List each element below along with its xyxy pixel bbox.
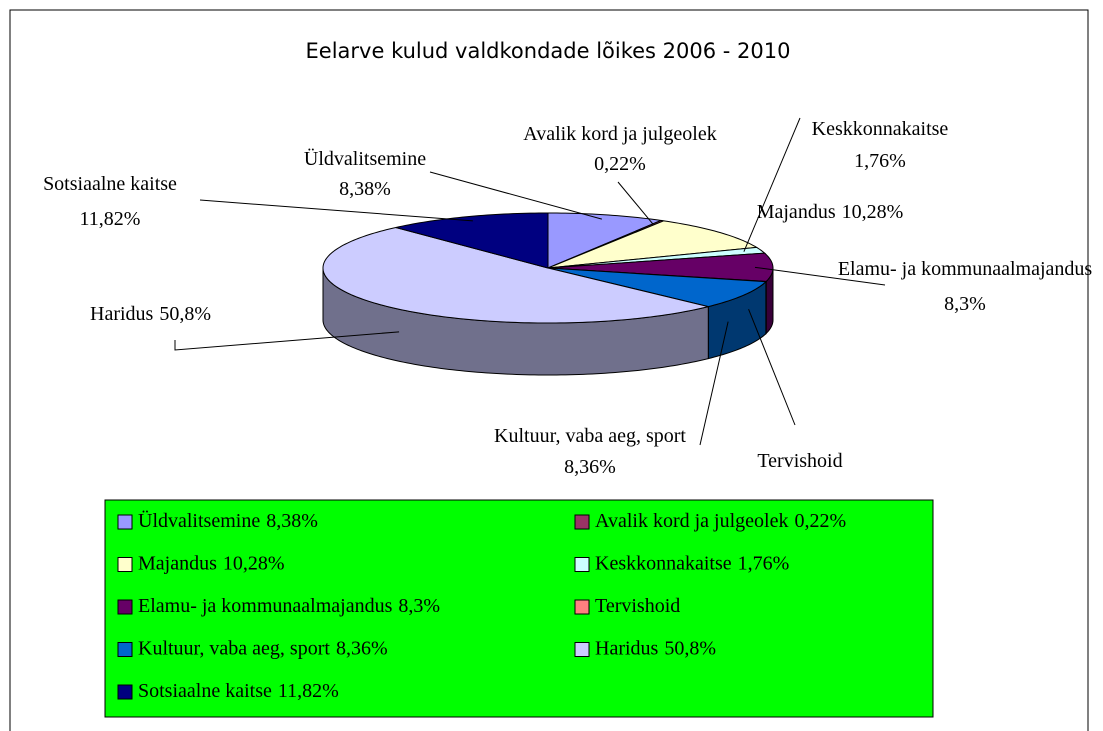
legend xyxy=(104,499,934,718)
data-label: Kultuur, vaba aeg, sport 8,36% xyxy=(494,425,686,478)
legend-category: Elamu- ja kommunaalmajandus xyxy=(138,595,393,617)
legend-category: Haridus xyxy=(595,637,659,659)
legend-category: Üldvalitsemine xyxy=(138,509,260,532)
legend-swatch xyxy=(117,684,133,700)
legend-swatch xyxy=(574,557,590,572)
data-label-category: Kultuur, vaba aeg, sport xyxy=(494,425,686,447)
data-label: Haridus 50,8% xyxy=(90,303,211,325)
slice xyxy=(395,212,549,269)
data-label-value: 8,3% xyxy=(944,293,986,315)
legend-label: Üldvalitsemine 8,38% xyxy=(138,509,318,532)
legend-value: 8,3% xyxy=(398,595,440,617)
data-label-category: Majandus xyxy=(757,201,836,223)
legend-label: Avalik kord ja julgeolek 0,22% xyxy=(595,510,846,532)
data-label: Üldvalitsemine 8,38% xyxy=(304,147,426,200)
chart-title: Eelarve kulud valdkondade lõikes 2006 - … xyxy=(306,39,791,63)
legend-swatch xyxy=(574,642,590,657)
legend-swatch xyxy=(574,514,590,530)
legend-category: Kultuur, vaba aeg, sport xyxy=(138,637,330,659)
legend-label: Kultuur, vaba aeg, sport 8,36% xyxy=(138,637,388,659)
data-label: Majandus 10,28% xyxy=(757,201,904,223)
data-label-category: Haridus xyxy=(90,303,154,325)
legend-swatch xyxy=(117,599,133,615)
data-label-category: Avalik kord ja julgeolek xyxy=(523,123,716,145)
data-label: Sotsiaalne kaitse 11,82% xyxy=(43,173,177,230)
leader-line xyxy=(617,181,654,225)
legend-category: Keskkonnakaitse xyxy=(595,552,732,574)
legend-swatch xyxy=(117,557,133,572)
legend-label: Tervishoid xyxy=(595,595,680,617)
leader-line xyxy=(429,171,603,220)
legend-swatch xyxy=(117,642,133,657)
data-label-value: 0,22% xyxy=(594,153,646,175)
legend-value: 50,8% xyxy=(664,637,716,659)
legend-category: Sotsiaalne kaitse xyxy=(138,680,272,702)
data-label-category: Tervishoid xyxy=(757,450,842,472)
legend-value: 8,38% xyxy=(266,510,318,532)
data-label-value: 8,36% xyxy=(564,456,616,478)
legend-label: Majandus 10,28% xyxy=(138,552,285,574)
slice xyxy=(322,226,709,324)
data-label-value: 11,82% xyxy=(80,208,141,230)
data-label: Keskkonnakaitse 1,76% xyxy=(812,118,949,172)
data-label-category: Elamu- ja kommunaalmajandus xyxy=(838,258,1093,280)
data-label-category: Sotsiaalne kaitse xyxy=(43,173,177,195)
legend-value: 1,76% xyxy=(738,552,790,574)
leader-line xyxy=(174,331,400,351)
legend-category: Tervishoid xyxy=(595,595,680,617)
legend-label: Keskkonnakaitse 1,76% xyxy=(595,552,789,574)
leader-line xyxy=(754,266,886,286)
legend-label: Haridus 50,8% xyxy=(595,637,716,659)
leader-line xyxy=(748,309,796,426)
leader-line xyxy=(699,321,729,446)
slice xyxy=(547,212,663,269)
data-label: Elamu- ja kommunaalmajandus 8,3% xyxy=(838,258,1093,315)
data-label-value: 1,76% xyxy=(854,150,906,172)
data-label-value: 10,28% xyxy=(842,201,904,223)
leader-line xyxy=(743,117,801,252)
leader-line xyxy=(199,199,473,222)
data-label-category: Üldvalitsemine xyxy=(304,147,426,170)
data-label-value: 50,8% xyxy=(159,303,211,325)
legend-swatch xyxy=(117,514,133,530)
data-label: Tervishoid xyxy=(757,450,842,472)
data-label-value: 8,38% xyxy=(339,178,391,200)
legend-swatch xyxy=(574,599,590,615)
legend-label: Sotsiaalne kaitse 11,82% xyxy=(138,680,339,702)
slice xyxy=(547,252,774,282)
legend-value: 10,28% xyxy=(223,552,285,574)
legend-label: Elamu- ja kommunaalmajandus 8,3% xyxy=(138,595,440,617)
legend-value: 8,36% xyxy=(336,637,388,659)
legend-value: 0,22% xyxy=(794,510,846,532)
legend-value: 11,82% xyxy=(278,680,339,702)
slice xyxy=(547,267,768,308)
data-label-category: Keskkonnakaitse xyxy=(812,118,949,140)
legend-category: Avalik kord ja julgeolek xyxy=(595,510,788,532)
legend-category: Majandus xyxy=(138,552,217,574)
data-label: Avalik kord ja julgeolek 0,22% xyxy=(523,123,716,175)
